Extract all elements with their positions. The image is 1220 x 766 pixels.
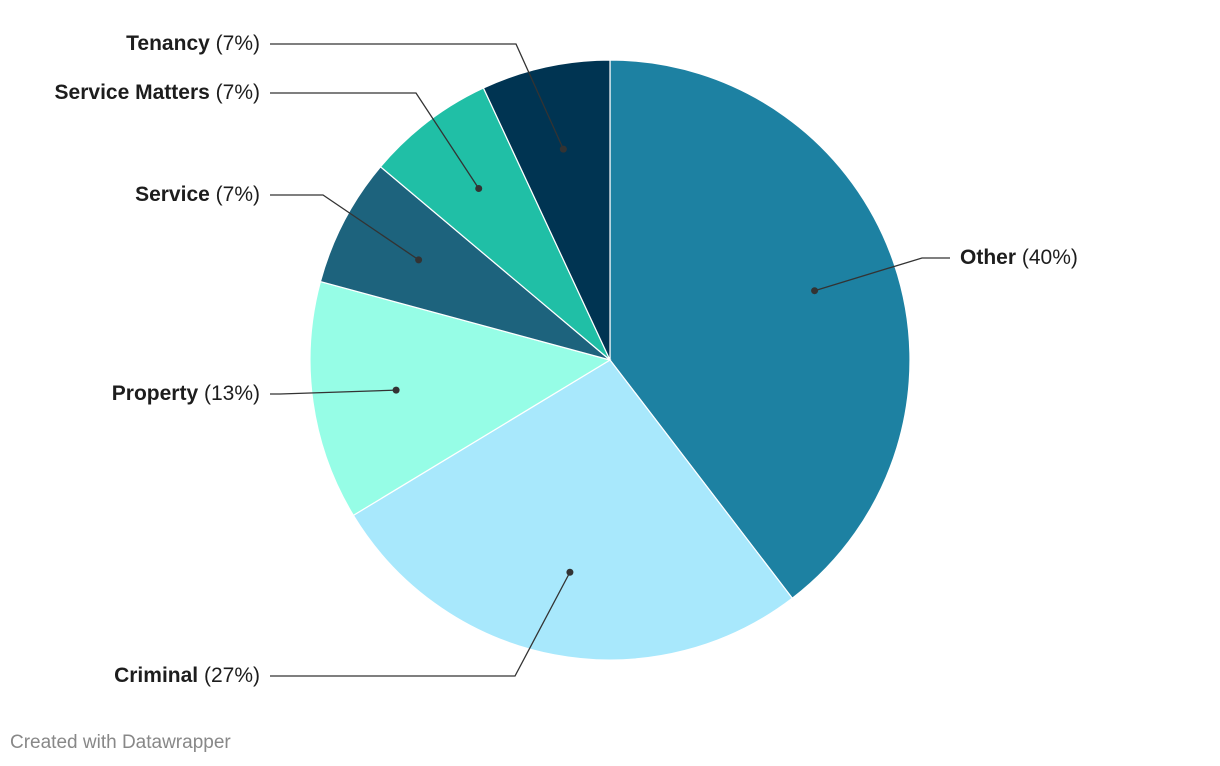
leader-dot [811, 287, 819, 295]
slice-label: Criminal (27%) [114, 664, 260, 687]
value-label: (13%) [204, 382, 260, 405]
leader-dot [566, 568, 574, 576]
leader-dot [559, 145, 567, 153]
footer: Created with Datawrapper [10, 732, 231, 753]
leader-dot [392, 386, 400, 394]
slice-label: Service Matters (7%) [55, 81, 260, 104]
slice-label: Tenancy (7%) [126, 32, 260, 55]
pie-slice [319, 165, 611, 361]
category-label: Criminal [114, 664, 198, 687]
pie-slice [352, 359, 794, 661]
category-label: Property [112, 382, 199, 405]
leader-line [270, 389, 397, 395]
value-label: (7%) [216, 32, 260, 55]
leader-dot [415, 256, 423, 264]
leader-line [814, 257, 950, 292]
slices [309, 59, 911, 661]
category-label: Other [960, 246, 1016, 269]
leader-line [270, 571, 571, 677]
pie-slice [609, 59, 911, 600]
leader-dot [475, 184, 483, 192]
value-label: (27%) [204, 664, 260, 687]
pie-slice [379, 87, 611, 361]
leader-line [270, 92, 480, 189]
slice-label: Property (13%) [112, 382, 260, 405]
leader-line [270, 43, 564, 150]
slice-label: Service (7%) [135, 183, 260, 206]
leader-line [270, 194, 419, 261]
value-label: (7%) [216, 81, 260, 104]
slice-label: Other (40%) [960, 246, 1078, 269]
category-label: Service [135, 183, 210, 206]
category-label: Tenancy [126, 32, 210, 55]
value-label: (40%) [1022, 246, 1078, 269]
pie-slice [482, 59, 611, 361]
value-label: (7%) [216, 183, 260, 206]
category-label: Service Matters [55, 81, 210, 104]
